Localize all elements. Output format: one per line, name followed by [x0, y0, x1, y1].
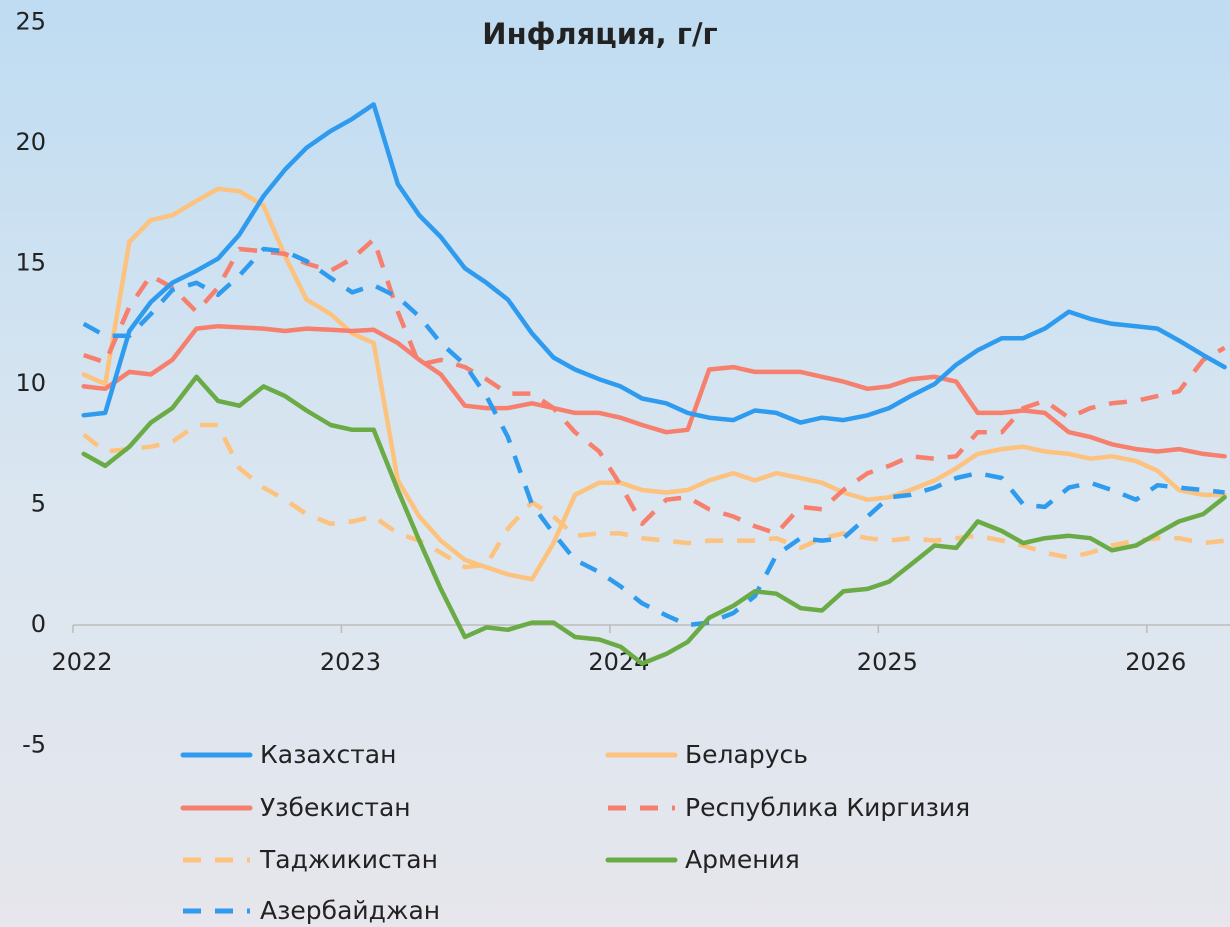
x-tick-label: 2026	[1125, 648, 1186, 676]
legend-label: Армения	[685, 845, 800, 874]
y-tick-label: 20	[15, 128, 46, 156]
chart-title: Инфляция, г/г	[482, 17, 717, 51]
series-line	[81, 323, 1227, 459]
y-tick-label: 10	[15, 369, 46, 397]
x-tick-label: 2025	[857, 648, 918, 676]
y-tick-label: 15	[15, 249, 46, 277]
legend-label: Республика Киргизия	[685, 793, 970, 822]
legend-label: Узбекистан	[260, 793, 411, 822]
legend-label: Таджикистан	[259, 845, 438, 874]
y-tick-label: 5	[31, 490, 46, 518]
y-tick-label: -5	[22, 731, 46, 759]
series-line	[81, 102, 1227, 425]
y-tick-label: 0	[31, 610, 46, 638]
series-line	[81, 186, 1227, 582]
legend-label: Казахстан	[260, 740, 396, 769]
legend-label: Беларусь	[685, 740, 808, 769]
series-line	[82, 422, 1225, 570]
y-tick-label: 25	[15, 8, 46, 36]
x-tick-label: 2022	[51, 648, 112, 676]
series-line	[82, 237, 1226, 536]
series-line	[81, 374, 1227, 666]
legend-label: Азербайджан	[260, 896, 440, 925]
series-line	[82, 246, 1225, 628]
x-tick-label: 2023	[320, 648, 381, 676]
